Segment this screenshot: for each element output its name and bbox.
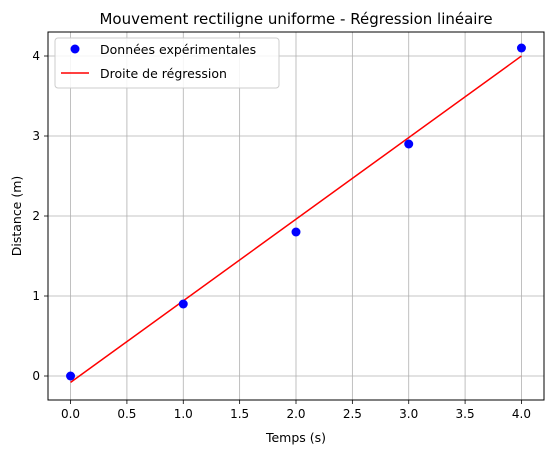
scatter-points-layer <box>66 43 526 381</box>
y-axis-ticks: 0 1 2 3 4 <box>32 49 48 383</box>
x-tick-label: 4.0 <box>512 407 531 421</box>
legend-label-scatter: Données expérimentales <box>100 42 256 57</box>
x-axis-ticks: 0.0 0.5 1.0 1.5 2.0 2.5 3.0 3.5 4.0 <box>61 400 531 421</box>
y-tick-label: 2 <box>32 209 40 223</box>
data-point <box>178 299 188 309</box>
legend-marker-scatter <box>70 44 80 54</box>
regression-line <box>70 55 522 384</box>
x-tick-label: 0.0 <box>61 407 80 421</box>
x-tick-label: 1.0 <box>174 407 193 421</box>
data-point <box>404 139 414 149</box>
x-axis-label: Temps (s) <box>265 430 326 445</box>
y-tick-label: 0 <box>32 369 40 383</box>
x-tick-label: 0.5 <box>117 407 136 421</box>
legend-box <box>54 37 280 89</box>
data-point <box>516 43 526 53</box>
legend-label-line: Droite de régression <box>100 66 227 81</box>
y-tick-label: 3 <box>32 129 40 143</box>
y-axis-label: Distance (m) <box>9 176 24 257</box>
data-point <box>291 227 301 237</box>
x-tick-label: 2.5 <box>343 407 362 421</box>
x-tick-label: 3.0 <box>399 407 418 421</box>
y-tick-label: 4 <box>32 49 40 63</box>
data-point <box>66 371 76 381</box>
grid <box>48 32 544 400</box>
chart-title: Mouvement rectiligne uniforme - Régressi… <box>99 10 492 28</box>
x-tick-label: 3.5 <box>456 407 475 421</box>
regression-line-layer <box>70 55 522 384</box>
x-tick-label: 1.5 <box>230 407 249 421</box>
legend: Données expérimentales Droite de régress… <box>54 37 280 89</box>
y-tick-label: 1 <box>32 289 40 303</box>
x-tick-label: 2.0 <box>286 407 305 421</box>
